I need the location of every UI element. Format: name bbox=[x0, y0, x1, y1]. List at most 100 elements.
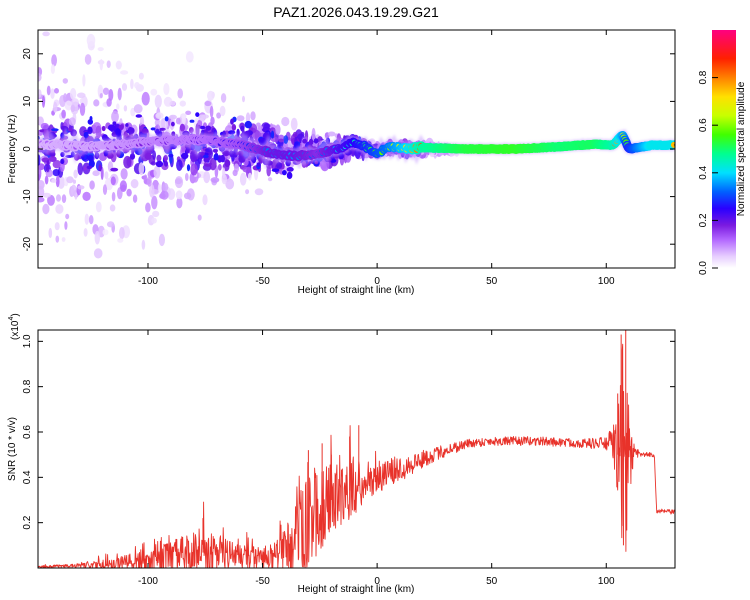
snr-spikes bbox=[202, 330, 627, 553]
spectrogram-core-blob bbox=[205, 125, 212, 131]
spectrogram-blob bbox=[47, 194, 55, 206]
spectrogram-blob bbox=[174, 176, 184, 189]
spectrogram-core-blob bbox=[60, 158, 65, 164]
spectrogram-blob bbox=[175, 190, 183, 200]
spectrogram-blob bbox=[170, 100, 176, 106]
spectrogram-x-tick-label: 0 bbox=[374, 276, 380, 287]
spectrogram-x-tick-label: 50 bbox=[486, 276, 498, 287]
spectrogram-blob bbox=[62, 78, 68, 84]
spectrogram-blob bbox=[138, 162, 145, 176]
spectrogram-blob bbox=[232, 169, 238, 177]
spectrogram-blob bbox=[254, 188, 264, 196]
spectrogram-core-blob bbox=[48, 152, 56, 157]
spectrogram-core-blob bbox=[101, 125, 106, 132]
colorbar-label: Normalized spectral amplitude bbox=[736, 81, 747, 216]
spectrogram-blob bbox=[121, 83, 128, 91]
spectrogram-blob bbox=[209, 105, 214, 118]
spectrogram-blob bbox=[250, 111, 256, 121]
spectrogram-core-blob bbox=[144, 152, 152, 160]
spectrogram-blob bbox=[134, 82, 140, 89]
spectrogram-blob bbox=[69, 88, 77, 100]
spectrogram-blob bbox=[154, 94, 162, 109]
spectrogram-blob bbox=[111, 110, 119, 123]
spectrogram-blob bbox=[281, 116, 290, 127]
spectrogram-blob bbox=[225, 178, 235, 190]
spectrogram-x-ticks: -100 -50 0 50 100 bbox=[138, 30, 615, 287]
spectrogram-blob bbox=[117, 87, 122, 101]
spectrogram-blob bbox=[177, 88, 183, 99]
spectrogram-blob bbox=[36, 272, 42, 282]
spectrogram-blob bbox=[46, 85, 51, 96]
spectrogram-x-tick-label: -100 bbox=[138, 276, 158, 287]
snr-frame bbox=[37, 329, 676, 569]
spectrogram-x-tick-label: 100 bbox=[598, 276, 615, 287]
spectrogram-blob bbox=[263, 123, 271, 129]
spectrogram-core-blob bbox=[129, 153, 136, 160]
spectrogram-blob bbox=[185, 51, 194, 63]
spectrogram-core-blob bbox=[270, 130, 275, 139]
spectrogram-blob bbox=[203, 171, 211, 184]
snr-x-tick-label: 100 bbox=[598, 576, 615, 587]
spectrogram-core-blob bbox=[87, 126, 93, 135]
spectrogram-blob bbox=[110, 176, 116, 186]
spectrogram-blob bbox=[77, 185, 85, 190]
spectrogram-core-blob bbox=[98, 164, 102, 172]
spectrogram-blob bbox=[106, 98, 112, 107]
colorbar: 0.0 0.2 0.4 0.6 0.8 Normalized spectral ampl… bbox=[698, 30, 747, 275]
spectrogram-core-blob bbox=[244, 120, 252, 129]
snr-y-tick-label: 0.4 bbox=[22, 470, 33, 484]
snr-y-tick-label: 0.6 bbox=[22, 425, 33, 439]
spectrogram-blob bbox=[152, 210, 160, 218]
spectrogram-core-blob bbox=[107, 124, 116, 131]
spectrogram-core-blob bbox=[286, 171, 293, 179]
spectrogram-blob bbox=[70, 184, 77, 196]
spectrogram-blob bbox=[132, 194, 138, 203]
spectrogram-blob bbox=[86, 33, 96, 47]
snr-y-scale-exponent: 4 bbox=[8, 317, 15, 321]
spectrogram-blob bbox=[68, 117, 76, 126]
spectrogram-blob bbox=[221, 174, 227, 185]
spectrogram-blob bbox=[38, 72, 42, 82]
spectrogram-blob bbox=[123, 155, 132, 169]
spectrogram-blob bbox=[52, 160, 62, 169]
spectrogram-blob bbox=[95, 125, 102, 139]
spectrogram-blob bbox=[63, 93, 68, 103]
snr-series-line bbox=[38, 343, 675, 568]
spectrogram-blob bbox=[311, 127, 316, 142]
colorbar-tick-label: 0.2 bbox=[698, 213, 709, 227]
spectrogram-blob bbox=[108, 89, 114, 101]
spectrogram-blob bbox=[104, 171, 109, 180]
spectrogram-blob bbox=[99, 93, 103, 99]
spectrogram-blob bbox=[106, 60, 111, 68]
spectrogram-blob bbox=[210, 177, 220, 183]
spectrogram-blob bbox=[109, 204, 116, 212]
spectrogram-blob bbox=[156, 154, 162, 162]
spectrogram-blob bbox=[111, 191, 116, 202]
spectrogram-blob bbox=[64, 100, 73, 111]
snr-panel: -100 -50 0 50 100 0.2 0.4 0.6 0.8 1.0 Height of … bbox=[7, 313, 676, 595]
spectrogram-blob bbox=[93, 248, 103, 259]
snr-x-ticks: -100 -50 0 50 100 bbox=[138, 330, 615, 587]
spectrogram-blob bbox=[38, 196, 45, 203]
spectrogram-blob bbox=[236, 115, 245, 122]
spectrogram-core-blob bbox=[199, 125, 206, 130]
spectrogram-blob bbox=[102, 184, 108, 196]
spectrogram-blob bbox=[79, 98, 86, 105]
svg-text:(x104): (x104) bbox=[8, 313, 21, 340]
spectrogram-blob bbox=[84, 213, 90, 225]
spectrogram-blob bbox=[283, 135, 289, 144]
spectrogram-y-ticks: -20 -10 0 10 20 bbox=[22, 48, 675, 251]
spectrogram-blob bbox=[55, 204, 64, 214]
snr-x-tick-label: -100 bbox=[138, 576, 158, 587]
spectrogram-blob bbox=[64, 221, 68, 230]
spectrogram-core-blob bbox=[87, 154, 94, 162]
spectrogram-blob bbox=[55, 235, 60, 243]
colorbar-ticks: 0.0 0.2 0.4 0.6 0.8 bbox=[698, 70, 718, 275]
spectrogram-blob bbox=[102, 229, 109, 236]
spectrogram-blob bbox=[327, 131, 336, 137]
spectrogram-blob bbox=[61, 194, 67, 204]
spectrogram-blob bbox=[267, 177, 273, 182]
spectrogram-core-blob bbox=[86, 165, 93, 170]
spectrogram-core-blob bbox=[159, 127, 166, 131]
